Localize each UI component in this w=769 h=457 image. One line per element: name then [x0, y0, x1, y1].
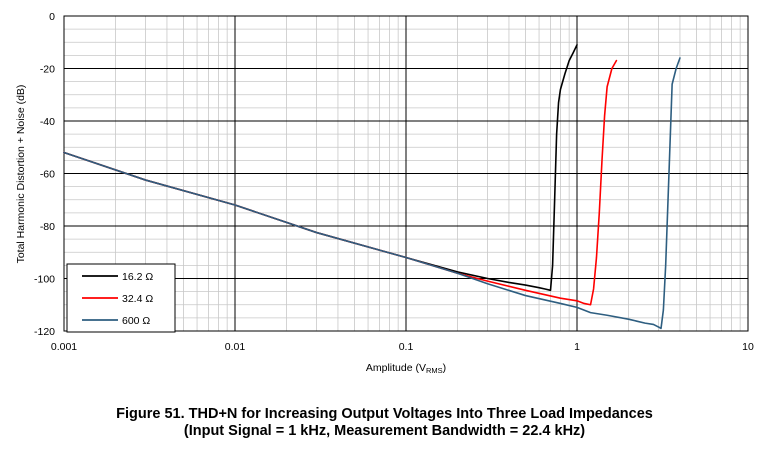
series-layer — [63, 44, 681, 330]
x-tick-label: 0.1 — [399, 341, 414, 353]
y-tick-label: -40 — [40, 116, 55, 128]
legend: 16.2 Ω 32.4 Ω 600 Ω — [66, 263, 176, 333]
legend-label: 600 Ω — [122, 315, 150, 327]
x-tick-label: 1 — [574, 341, 580, 353]
x-tick-label: 0.01 — [225, 341, 246, 353]
legend-label: 16.2 Ω — [122, 271, 153, 283]
plot-frame — [63, 15, 749, 332]
y-tick-label: -60 — [40, 169, 55, 181]
x-tick-label: 10 — [742, 341, 754, 353]
series-line-3 — [63, 57, 681, 330]
legend-label: 32.4 Ω — [122, 293, 153, 305]
x-tick-label: 0.001 — [51, 341, 77, 353]
figure-caption-subtitle: (Input Signal = 1 kHz, Measurement Bandw… — [183, 423, 586, 439]
y-tick-label: -20 — [40, 64, 55, 76]
thd-n-chart: 0.001 0.01 0.1 1 10 0 -20 -40 -60 -80 -100 -120 Amp… — [15, 11, 754, 375]
y-tick-label: -120 — [34, 326, 55, 338]
y-tick-label: 0 — [49, 11, 55, 23]
x-axis-label: Amplitude (VRMS) — [366, 362, 446, 375]
y-axis-label: Total Harmonic Distortion + Noise (dB) — [15, 85, 27, 264]
y-tick-label: -100 — [34, 274, 55, 286]
figure-caption-title: Figure 51. THD+N for Increasing Output V… — [116, 406, 653, 422]
tick-labels: 0.001 0.01 0.1 1 10 0 -20 -40 -60 -80 -100 -120 — [34, 11, 754, 353]
y-tick-label: -80 — [40, 221, 55, 233]
